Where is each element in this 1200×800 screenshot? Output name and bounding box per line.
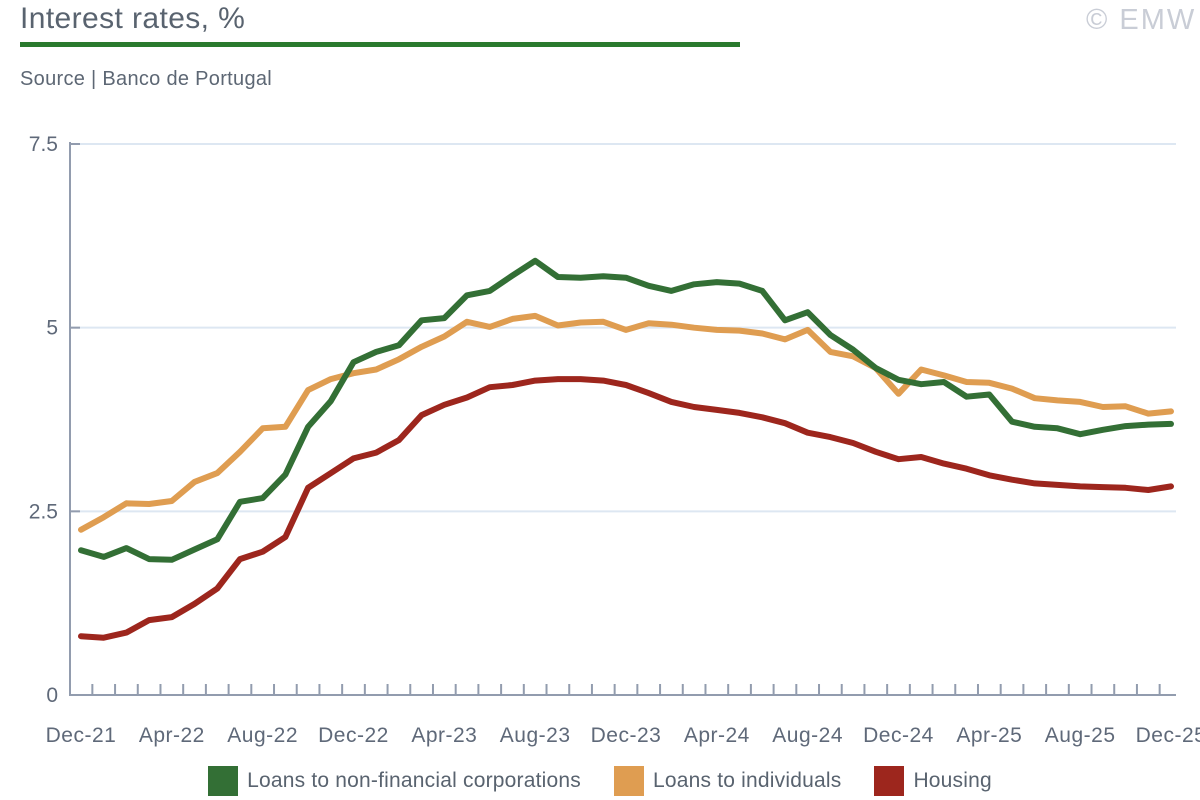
series-line-housing xyxy=(78,376,1174,641)
x-tick-label: Aug-22 xyxy=(227,724,298,747)
x-tick-label: Aug-24 xyxy=(772,724,843,747)
x-tick-label: Aug-25 xyxy=(1045,724,1116,747)
legend-item-corporations: Loans to non-financial corporations xyxy=(208,766,581,796)
x-tick-label: Dec-24 xyxy=(863,724,934,747)
series-line-loans-to-individuals xyxy=(78,312,1174,533)
x-tick-label: Apr-25 xyxy=(956,724,1022,747)
legend-label-housing: Housing xyxy=(913,769,992,792)
y-tick-label: 5 xyxy=(46,317,58,340)
x-tick-label: Apr-22 xyxy=(139,724,205,747)
legend-swatch-individuals xyxy=(613,766,644,796)
x-tick-label: Dec-22 xyxy=(318,724,389,747)
series-line-loans-to-non-financial-corporations xyxy=(78,257,1174,563)
line-chart: 0 2.5 5 7.5 Dec-21 Apr-22 Aug-22 Dec-22 Apr-23 Au… xyxy=(29,133,1200,747)
x-tick-label: Dec-23 xyxy=(591,724,662,747)
page-title: Interest rates, % xyxy=(20,2,246,35)
x-tick-label: Dec-25 xyxy=(1136,724,1200,747)
source-caption: Source | Banco de Portugal xyxy=(20,68,273,90)
y-tick-label: 0 xyxy=(46,684,58,707)
x-tick-label: Dec-21 xyxy=(46,724,117,747)
title-underline xyxy=(20,42,740,47)
watermark: © EMW xyxy=(1086,4,1197,36)
y-tick-label: 7.5 xyxy=(29,133,58,156)
legend-swatch-corporations xyxy=(208,766,239,796)
legend-label-individuals: Loans to individuals xyxy=(652,769,842,792)
y-tick-label: 2.5 xyxy=(29,500,58,523)
legend-item-individuals: Loans to individuals xyxy=(613,766,842,796)
x-tick-label: Apr-23 xyxy=(411,724,477,747)
legend-item-housing: Housing xyxy=(874,766,992,796)
legend-label-corporations: Loans to non-financial corporations xyxy=(247,769,581,792)
legend-swatch-housing xyxy=(874,766,905,796)
x-tick-label: Aug-23 xyxy=(500,724,571,747)
x-tick-label: Apr-24 xyxy=(684,724,750,747)
chart-legend: Loans to non-financial corporations Loan… xyxy=(0,763,1200,799)
